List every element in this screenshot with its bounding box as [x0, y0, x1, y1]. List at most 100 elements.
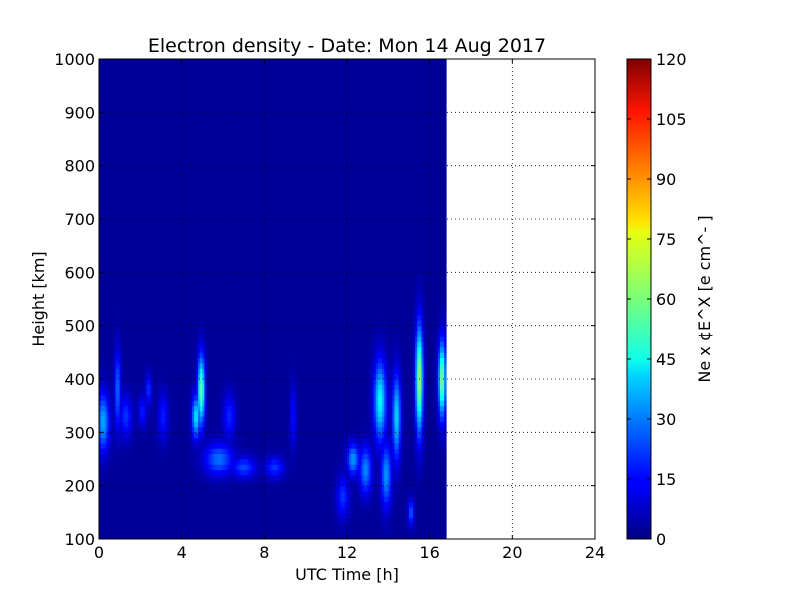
heatmap-cell — [109, 427, 112, 433]
heatmap-cell — [177, 112, 180, 119]
heatmap-cell — [105, 133, 108, 140]
heatmap-cell — [156, 485, 160, 492]
heatmap-cell — [144, 379, 147, 385]
heatmap-cell — [107, 453, 110, 460]
heatmap-cell — [161, 411, 164, 417]
heatmap-cell — [136, 251, 139, 257]
heatmap-cell — [99, 112, 102, 119]
heatmap-cell — [146, 176, 149, 183]
heatmap-cell — [132, 475, 135, 481]
heatmap-cell — [105, 523, 108, 529]
heatmap-cell — [189, 59, 193, 65]
heatmap-cell — [194, 432, 197, 439]
heatmap-cell — [119, 384, 123, 391]
heatmap-cell — [123, 240, 127, 247]
heatmap-cell — [134, 283, 137, 289]
heatmap-cell — [144, 496, 147, 503]
heatmap-cell — [179, 277, 183, 284]
heatmap-cell — [146, 501, 149, 508]
heatmap-cell — [117, 405, 121, 412]
heatmap-cell — [113, 208, 116, 215]
heatmap-cell — [179, 517, 183, 524]
heatmap-cell — [175, 341, 178, 348]
heatmap-cell — [210, 133, 214, 140]
heatmap-cell — [169, 341, 172, 348]
heatmap-cell — [109, 123, 112, 129]
heatmap-cell — [144, 165, 147, 172]
heatmap-cell — [130, 69, 133, 76]
heatmap-cell — [196, 229, 199, 236]
heatmap-cell — [111, 507, 114, 513]
heatmap-cell — [163, 384, 166, 391]
heatmap-cell — [117, 251, 121, 257]
heatmap-cell — [179, 352, 183, 359]
heatmap-cell — [171, 427, 174, 433]
heatmap-cell — [163, 288, 166, 295]
heatmap-cell — [101, 443, 104, 449]
heatmap-cell — [156, 267, 160, 273]
heatmap-cell — [140, 459, 143, 465]
heatmap-cell — [173, 112, 176, 119]
heatmap-cell — [185, 251, 189, 257]
heatmap-cell — [101, 59, 104, 65]
heatmap-cell — [194, 395, 197, 401]
heatmap-cell — [158, 485, 162, 492]
heatmap-cell — [181, 320, 185, 327]
heatmap-cell — [194, 85, 197, 92]
heatmap-cell — [109, 277, 112, 284]
heatmap-cell — [134, 347, 137, 353]
heatmap-cell — [138, 101, 141, 108]
heatmap-cell — [206, 123, 209, 129]
heatmap-cell — [187, 331, 191, 337]
heatmap-cell — [144, 437, 147, 444]
heatmap-cell — [183, 437, 187, 444]
heatmap-cell — [99, 293, 102, 300]
heatmap-cell — [187, 469, 191, 476]
heatmap-cell — [181, 75, 185, 81]
heatmap-cell — [107, 181, 110, 188]
heatmap-cell — [119, 400, 123, 407]
heatmap-cell — [171, 267, 174, 273]
heatmap-cell — [107, 229, 110, 236]
heatmap-cell — [111, 512, 114, 519]
heatmap-cell — [101, 347, 104, 353]
heatmap-cell — [208, 341, 211, 348]
heatmap-cell — [134, 325, 137, 332]
heatmap-cell — [99, 347, 102, 353]
heatmap-cell — [136, 448, 139, 455]
heatmap-cell — [173, 464, 176, 471]
heatmap-cell — [99, 416, 102, 423]
heatmap-cell — [175, 267, 178, 273]
heatmap-cell — [148, 421, 152, 428]
heatmap-cell — [99, 384, 102, 391]
heatmap-cell — [119, 405, 123, 412]
heatmap-cell — [163, 139, 166, 145]
heatmap-cell — [196, 235, 199, 241]
heatmap-cell — [202, 85, 205, 92]
heatmap-cell — [101, 235, 104, 241]
heatmap-cell — [107, 197, 110, 204]
heatmap-cell — [136, 491, 139, 497]
heatmap-cell — [189, 336, 193, 343]
heatmap-cell — [196, 507, 199, 513]
heatmap-cell — [183, 528, 187, 535]
heatmap-cell — [173, 320, 176, 327]
heatmap-cell — [109, 443, 112, 449]
heatmap-cell — [144, 528, 147, 535]
heatmap-cell — [121, 432, 125, 439]
heatmap-cell — [107, 475, 110, 481]
heatmap-cell — [204, 272, 207, 279]
heatmap-cell — [107, 421, 110, 428]
heatmap-cell — [146, 475, 149, 481]
heatmap-cell — [185, 272, 189, 279]
heatmap-cell — [107, 219, 110, 225]
heatmap-cell — [158, 203, 162, 209]
heatmap-cell — [200, 128, 203, 135]
heatmap-cell — [101, 128, 104, 135]
heatmap-cell — [175, 91, 178, 97]
heatmap-cell — [117, 421, 121, 428]
heatmap-cell — [179, 507, 183, 513]
heatmap-cell — [132, 59, 135, 65]
heatmap-cell — [169, 347, 172, 353]
heatmap-cell — [154, 144, 158, 151]
